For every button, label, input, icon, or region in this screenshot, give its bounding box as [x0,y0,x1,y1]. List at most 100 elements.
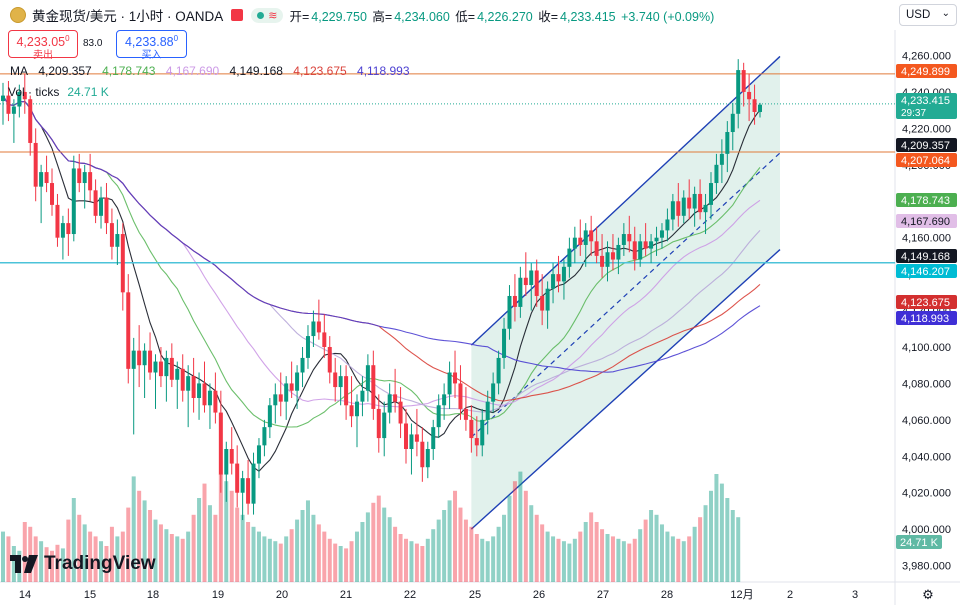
flag-icon[interactable] [231,9,244,21]
candle-body [82,172,87,184]
candle-body [6,95,11,114]
buy-button[interactable]: 4,233.880 买入 [116,30,187,61]
volume-bar [191,514,196,582]
candle-body [11,106,16,114]
market-status-pill[interactable]: ≋ [251,7,284,23]
volume-bar [638,529,643,582]
candle-body [278,394,283,402]
volume-bar [453,490,458,582]
brand-name: TradingView [44,553,156,574]
volume-bar [120,531,125,582]
tradingview-mark-icon [10,555,38,573]
candle-body [708,183,713,205]
volume-bar [218,474,223,582]
volume-bar [289,529,294,582]
candle-body [55,204,60,238]
price-badge [896,153,957,167]
candle-body [387,394,392,413]
price-tick-label: 4,260.000 [902,51,951,63]
candle-body [120,234,125,293]
candle-body [148,350,153,373]
candle-body [480,419,485,446]
candle-body [719,153,724,165]
market-open-dot-icon [257,11,265,19]
open-label: 开= [289,9,310,24]
volume-bar [305,500,310,582]
candle-body [654,237,659,242]
high-label: 高= [372,9,393,24]
change-value: +3.740 (+0.09%) [621,9,715,24]
volume-bar [164,529,169,582]
symbol-title[interactable]: 黄金现货/美元 · 1小时 · OANDA [32,9,224,24]
candle-body [747,91,752,100]
candle-body [730,113,735,133]
price-tick-label: 4,060.000 [902,415,951,427]
volume-bar [284,536,289,582]
volume-bar [425,538,430,582]
price-tick-label: 4,000.000 [902,524,951,536]
volume-bar [578,531,583,582]
volume-label: Vol · ticks [8,85,60,99]
volume-bar [540,524,545,582]
volume-bar [649,510,654,582]
volume-bar [28,526,33,582]
candle-body [485,401,490,420]
settings-gear-icon[interactable]: ⚙ [922,587,934,602]
volume-bar [354,531,359,582]
ma6-line [2,95,761,373]
volume-bar [567,543,572,582]
volume-bar [153,519,158,582]
volume-bar [643,519,648,582]
price-badge-label: 4,118.993 [901,313,949,325]
volume-legend[interactable]: Vol · ticks 24.71 K [8,85,109,99]
candle-body [17,91,22,107]
currency-select[interactable]: USD ⌄ [899,4,957,26]
sell-button[interactable]: 4,233.050 卖出 [8,30,78,61]
volume-bar [300,510,305,582]
volume-bar [39,541,44,582]
volume-bar [316,524,321,582]
candle-body [50,183,55,205]
volume-bar [730,510,735,582]
candle-body [643,241,648,249]
ma4-value: 4,149.168 [229,64,283,78]
candle-body [551,274,556,289]
currency-label: USD [906,9,931,21]
candle-body [659,230,664,238]
volume-bar [158,524,163,582]
volume-bar [360,522,365,582]
candle-body [512,295,517,307]
candle-body [382,412,387,439]
spread-value: 83.0 [83,38,103,49]
candle-body [725,132,730,154]
volume-bar [207,505,212,582]
volume-bar [703,505,708,582]
price-badge [896,93,957,119]
volume-bar [93,536,98,582]
volume-badge [896,535,942,549]
volume-bar [126,507,131,582]
candle-body [507,295,512,329]
ma-legend[interactable]: MA 4,209.357 4,178.743 4,167.690 4,149.1… [10,64,417,78]
volume-bar [246,522,251,582]
candle-body [621,234,626,245]
volume-value: 24.71 K [67,85,109,99]
candle-body [349,405,354,417]
candle-body [186,376,191,391]
candle-body [371,365,376,409]
volume-bar [589,512,594,582]
candle-body [240,478,245,493]
buy-price: 4,233.88 [124,35,174,50]
volume-bar [600,529,605,582]
price-badge-label: 4,209.357 [901,140,950,152]
candle-body [71,168,76,235]
tradingview-logo[interactable]: TradingView [10,553,156,575]
candle-body [60,223,65,238]
price-tick-label: 4,160.000 [902,233,951,245]
volume-bar [376,495,381,582]
candle-body [627,234,632,242]
candle-body [556,274,561,282]
candle-body [251,463,256,504]
